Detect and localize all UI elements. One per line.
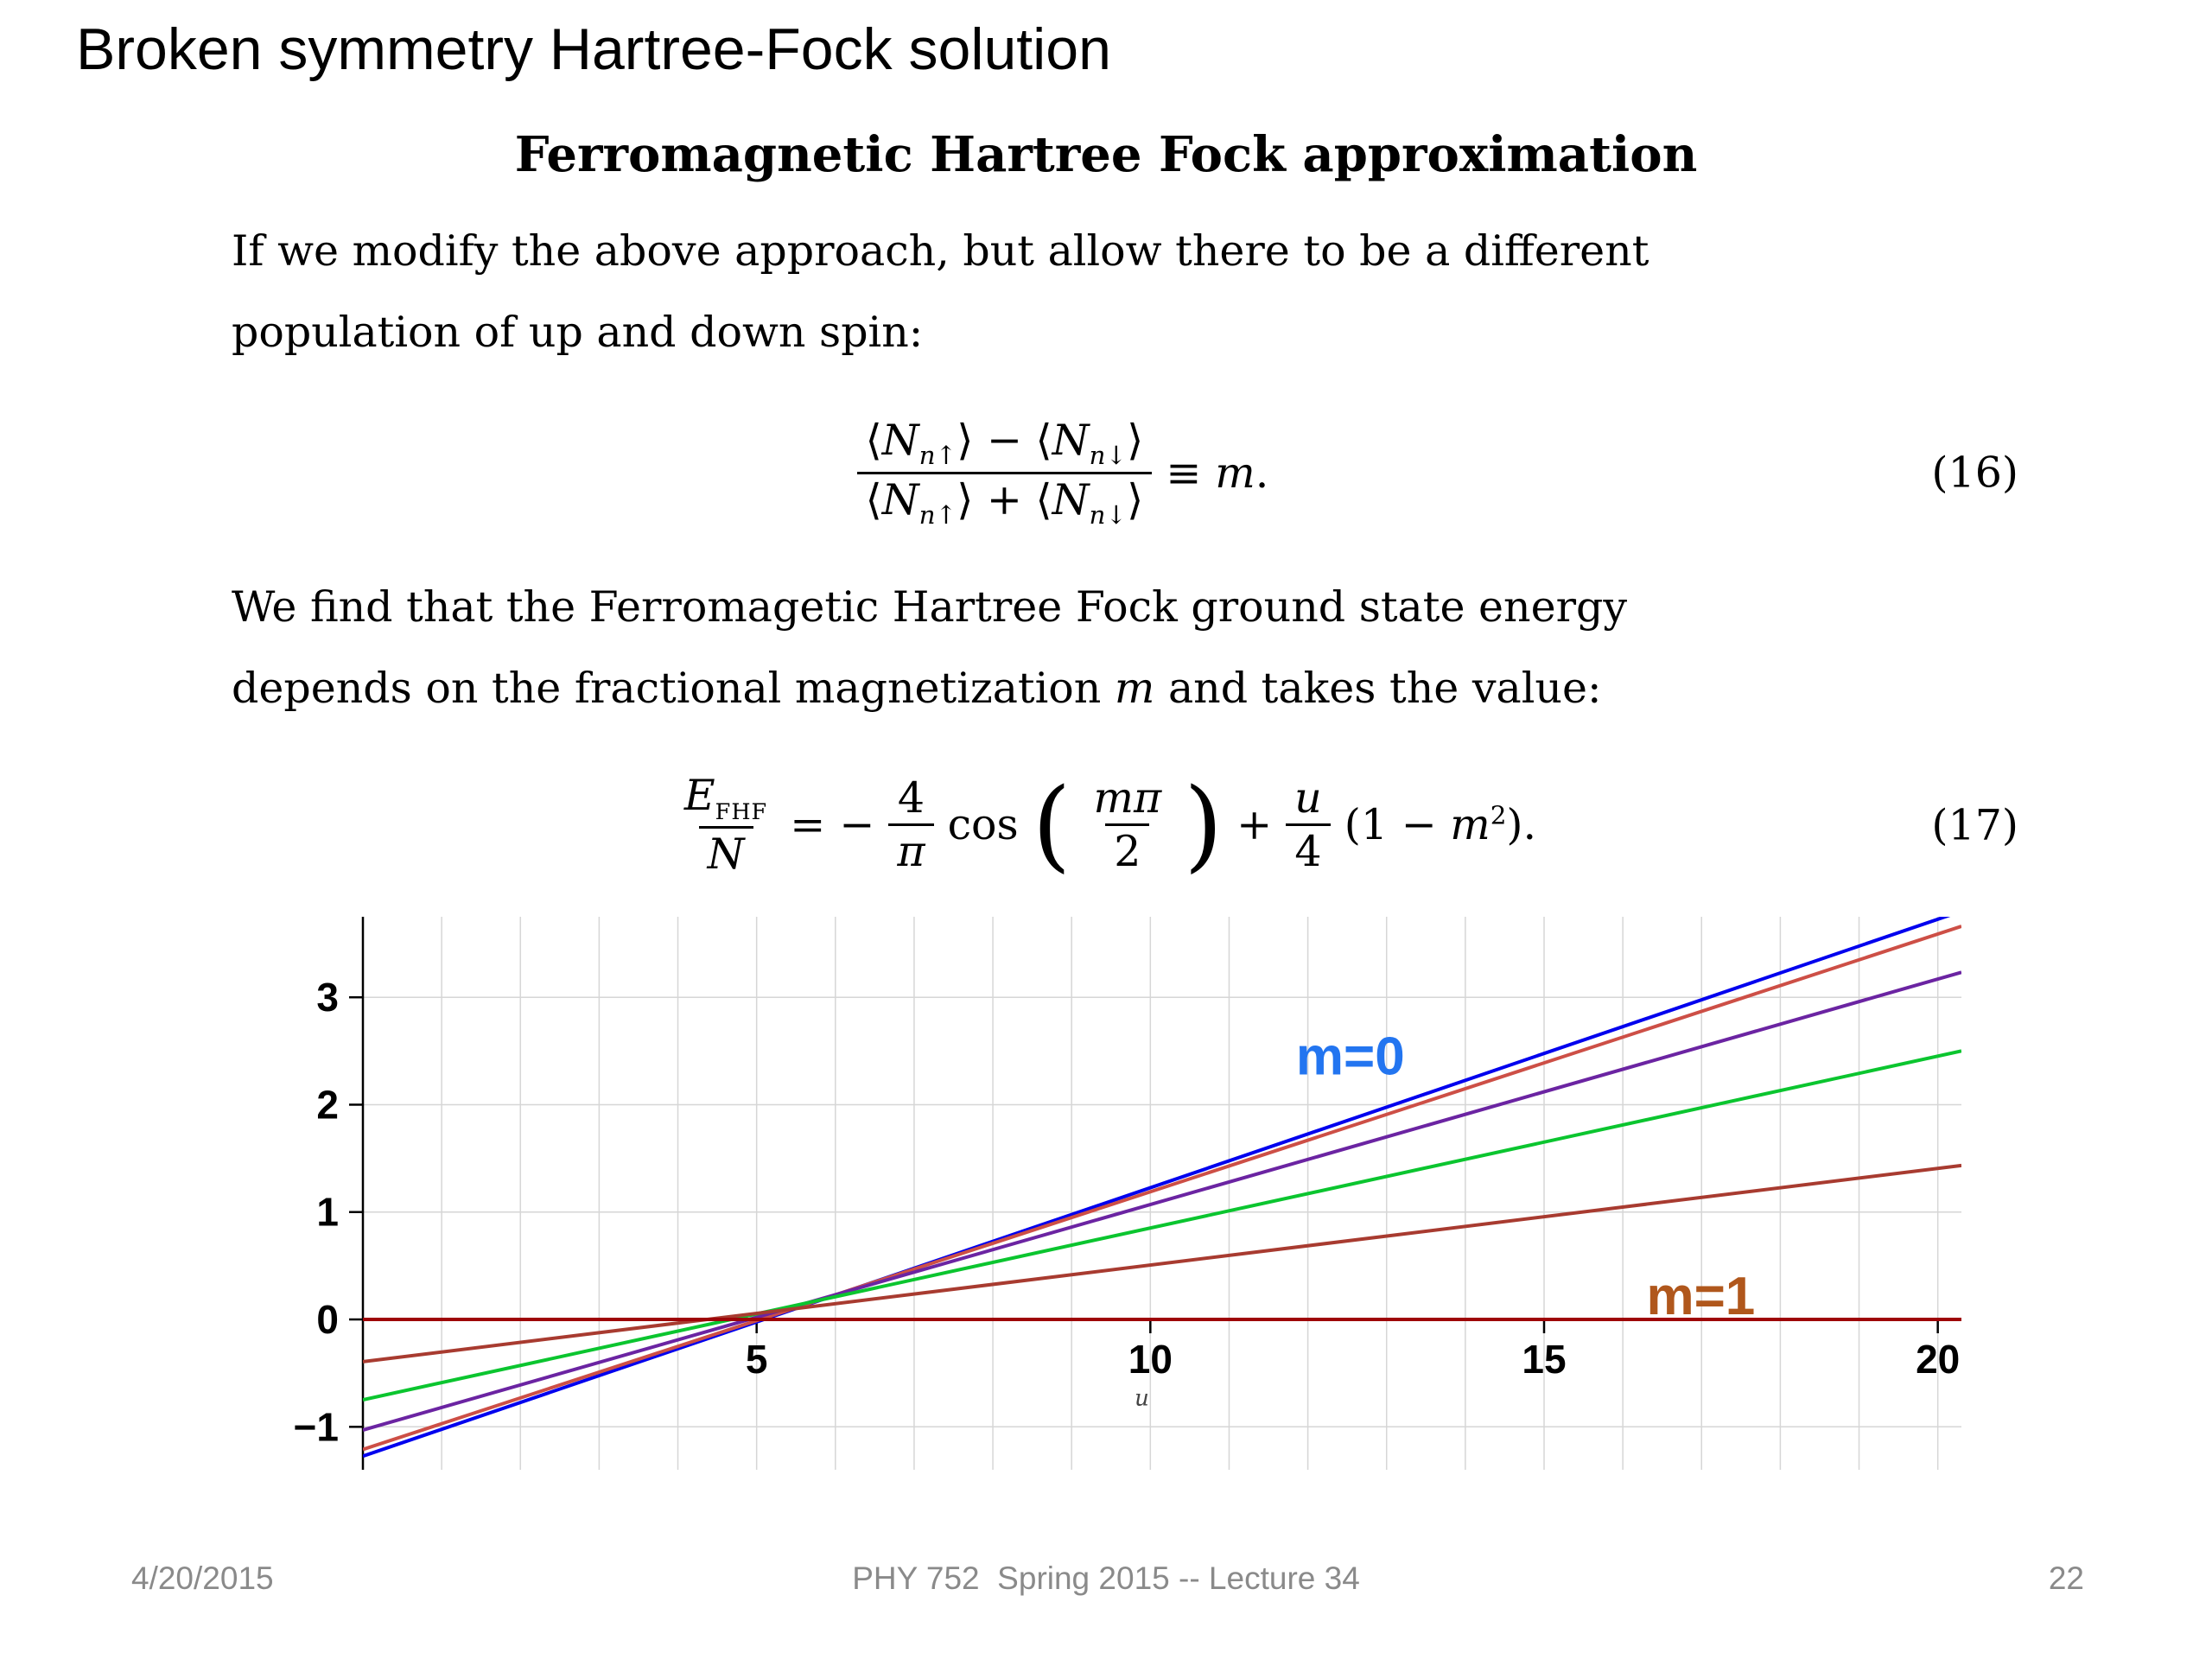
tail-open: (1 − (1344, 800, 1451, 850)
equation-16-body: ⟨Nn↑⟩ − ⟨Nn↓⟩ ⟨Nn↑⟩ + ⟨Nn↓⟩ ≡ m. (856, 415, 1268, 531)
y-tick-label: −1 (294, 1404, 339, 1449)
paragraph-intro-line2: population of up and down spin: (232, 308, 924, 357)
u-symbol: u (1294, 772, 1322, 823)
N-symbol: N (1052, 415, 1090, 465)
minus-sign: − (839, 800, 875, 850)
y-tick-label: 3 (316, 975, 339, 1020)
equation-17-number: (17) (1931, 800, 2018, 850)
equation-16-fraction: ⟨Nn↑⟩ − ⟨Nn↓⟩ ⟨Nn↑⟩ + ⟨Nn↓⟩ (856, 415, 1153, 531)
x-tick-label: 10 (1128, 1337, 1173, 1382)
FHF-subscript: FHF (715, 798, 768, 825)
section-heading: Ferromagnetic Hartree Fock approximation (514, 126, 1698, 183)
mpi-over-two: mπ 2 (1085, 772, 1171, 879)
script-N-denominator: N (698, 826, 753, 880)
y-tick-label: 1 (316, 1190, 339, 1235)
equals-sign: = (790, 800, 826, 850)
chart-grid (363, 917, 1961, 1470)
chart-annotation-m=0: m=0 (1296, 1027, 1405, 1087)
angle-open: ⟨ (865, 474, 882, 524)
tick-labels: 5 10 15 20 −1 0 1 2 3 (294, 975, 1961, 1449)
footer-page-number: 22 (2048, 1560, 2084, 1596)
plus-between: ⟩ + ⟨ (957, 474, 1052, 524)
equation-16: ⟨Nn↑⟩ − ⟨Nn↓⟩ ⟨Nn↑⟩ + ⟨Nn↓⟩ ≡ m. (16) (0, 399, 2212, 546)
tail-close: ). (1506, 800, 1537, 850)
m-variable: m (1215, 448, 1255, 498)
m-definition: m. (1215, 448, 1268, 498)
y-tick-label: 2 (316, 1082, 339, 1127)
two: 2 (1105, 823, 1150, 878)
equation-17: EFHF N = − 4 π cos ( mπ 2 ) + u 4 (1 − m… (0, 760, 2212, 890)
paragraph-result: We find that the Ferromagetic Hartree Fo… (232, 567, 1627, 729)
line2-text-a: depends on the fractional magnetization (232, 664, 1102, 713)
paragraph-intro: If we modify the above approach, but all… (232, 211, 1649, 373)
equation-16-denominator: ⟨Nn↑⟩ + ⟨Nn↓⟩ (856, 471, 1153, 531)
m-variable-inline: m (1114, 664, 1155, 713)
series-line-m=0.2 (363, 925, 1961, 1452)
energy-vs-u-chart: 5 10 15 20 −1 0 1 2 3 m=0 m=1 u (259, 904, 1987, 1509)
four: 4 (897, 772, 925, 823)
energy-fraction: EFHF N (676, 770, 776, 880)
x-tick-label: 5 (746, 1337, 768, 1382)
x-tick-label: 20 (1916, 1337, 1960, 1382)
subscript-n-down: n↓ (1089, 499, 1128, 530)
pi-symbol: π (888, 823, 934, 878)
paragraph-result-line1: We find that the Ferromagetic Hartree Fo… (232, 582, 1628, 632)
equation-16-number: (16) (1931, 448, 2018, 498)
plus-sign: + (1236, 800, 1273, 850)
angle-close: ⟩ (1127, 474, 1144, 524)
subscript-n-down: n↓ (1089, 440, 1128, 470)
E-symbol: E (683, 771, 715, 821)
chart-annotation-m=1: m=1 (1646, 1267, 1755, 1326)
series-line-m=0.8 (363, 1163, 1961, 1363)
angle-open: ⟨ (865, 415, 882, 465)
equation-17-body: EFHF N = − 4 π cos ( mπ 2 ) + u 4 (1 − m… (676, 770, 1536, 880)
chart-annotation-u: u (1135, 1385, 1149, 1411)
four-over-pi: 4 π (888, 772, 934, 879)
u-over-four: u 4 (1286, 772, 1331, 879)
equation-16-numerator: ⟨Nn↑⟩ − ⟨Nn↓⟩ (857, 415, 1153, 472)
squared-exponent: 2 (1490, 801, 1507, 831)
paragraph-result-line2: depends on the fractional magnetization … (232, 664, 1601, 713)
energy-numerator: EFHF (676, 770, 776, 826)
slide-title: Broken symmetry Hartree-Fock solution (76, 16, 1111, 82)
cos-operator: cos (947, 800, 1019, 850)
subscript-n-up: n↑ (918, 440, 957, 470)
series-line-m=0.6 (363, 1049, 1961, 1402)
series-line-m=0.4 (363, 970, 1961, 1432)
N-symbol: N (881, 474, 919, 524)
one-minus-m-squared: (1 − m2). (1344, 800, 1536, 849)
m-pi: mπ (1093, 772, 1162, 823)
x-tick-label: 15 (1522, 1337, 1566, 1382)
minus-between: ⟩ − ⟨ (957, 415, 1052, 465)
N-symbol: N (881, 415, 919, 465)
m-variable: m (1450, 800, 1491, 850)
line2-text-b: and takes the value: (1167, 664, 1602, 713)
series-line-m=0 (363, 917, 1951, 1459)
y-tick-label: 0 (316, 1297, 339, 1342)
subscript-n-up: n↑ (918, 499, 957, 530)
period: . (1255, 448, 1269, 498)
angle-close: ⟩ (1127, 415, 1144, 465)
paragraph-intro-line1: If we modify the above approach, but all… (232, 226, 1649, 276)
footer-course: PHY 752 Spring 2015 -- Lecture 34 (852, 1560, 1360, 1596)
N-symbol: N (1052, 474, 1090, 524)
four: 4 (1286, 823, 1331, 878)
chart-svg: 5 10 15 20 −1 0 1 2 3 m=0 m=1 u (294, 917, 1961, 1470)
equiv-sign: ≡ (1166, 448, 1202, 498)
footer-date: 4/20/2015 (131, 1560, 274, 1596)
chart-axes (349, 917, 1961, 1470)
